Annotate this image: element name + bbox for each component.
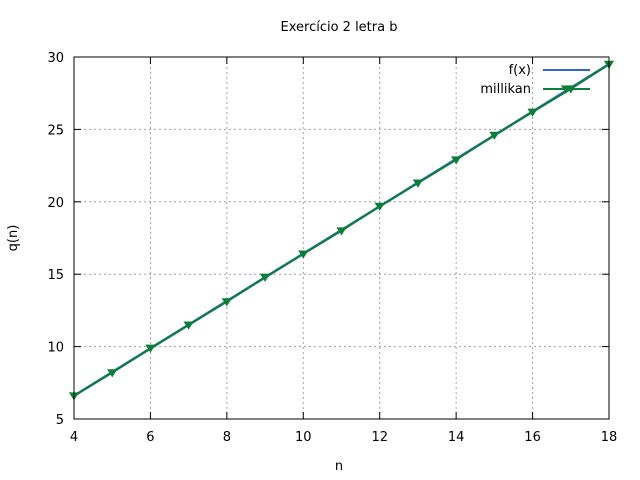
data-point bbox=[221, 298, 232, 307]
y-axis-label: q(n) bbox=[6, 225, 21, 252]
data-point bbox=[183, 321, 194, 330]
x-tick-label: 18 bbox=[601, 430, 618, 445]
series-group bbox=[68, 60, 615, 401]
x-tick-label: 16 bbox=[524, 430, 541, 445]
x-tick-label: 10 bbox=[295, 430, 312, 445]
y-tick-label: 15 bbox=[47, 268, 64, 283]
data-point bbox=[489, 131, 500, 140]
data-point bbox=[527, 108, 538, 117]
plot-frame bbox=[73, 56, 610, 420]
legend: f(x) millikan bbox=[480, 63, 590, 97]
data-point bbox=[412, 179, 424, 188]
grid bbox=[74, 57, 609, 419]
data-point bbox=[107, 369, 118, 378]
x-axis-ticks: 4 6 8 10 12 14 16 18 bbox=[70, 57, 617, 445]
y-tick-label: 5 bbox=[56, 413, 64, 428]
data-point bbox=[451, 156, 462, 165]
x-tick-label: 6 bbox=[146, 430, 154, 445]
chart-title: Exercício 2 letra b bbox=[281, 20, 398, 35]
x-tick-label: 12 bbox=[371, 430, 388, 445]
data-point bbox=[374, 202, 385, 211]
legend-label-0: f(x) bbox=[509, 63, 531, 78]
data-point bbox=[145, 344, 156, 353]
data-point bbox=[336, 227, 347, 236]
legend-label-1: millikan bbox=[480, 82, 531, 97]
y-tick-label: 20 bbox=[47, 196, 64, 211]
y-tick-label: 30 bbox=[47, 51, 64, 66]
data-point bbox=[259, 273, 271, 282]
legend-marker-1 bbox=[560, 85, 572, 94]
x-axis-label: n bbox=[335, 459, 343, 474]
y-axis-ticks: 5 10 15 20 25 30 bbox=[47, 51, 609, 428]
x-tick-label: 8 bbox=[223, 430, 231, 445]
x-tick-label: 4 bbox=[70, 430, 78, 445]
y-tick-label: 10 bbox=[47, 341, 64, 356]
y-tick-label: 25 bbox=[47, 123, 64, 138]
x-tick-label: 14 bbox=[448, 430, 465, 445]
data-point bbox=[298, 250, 309, 259]
